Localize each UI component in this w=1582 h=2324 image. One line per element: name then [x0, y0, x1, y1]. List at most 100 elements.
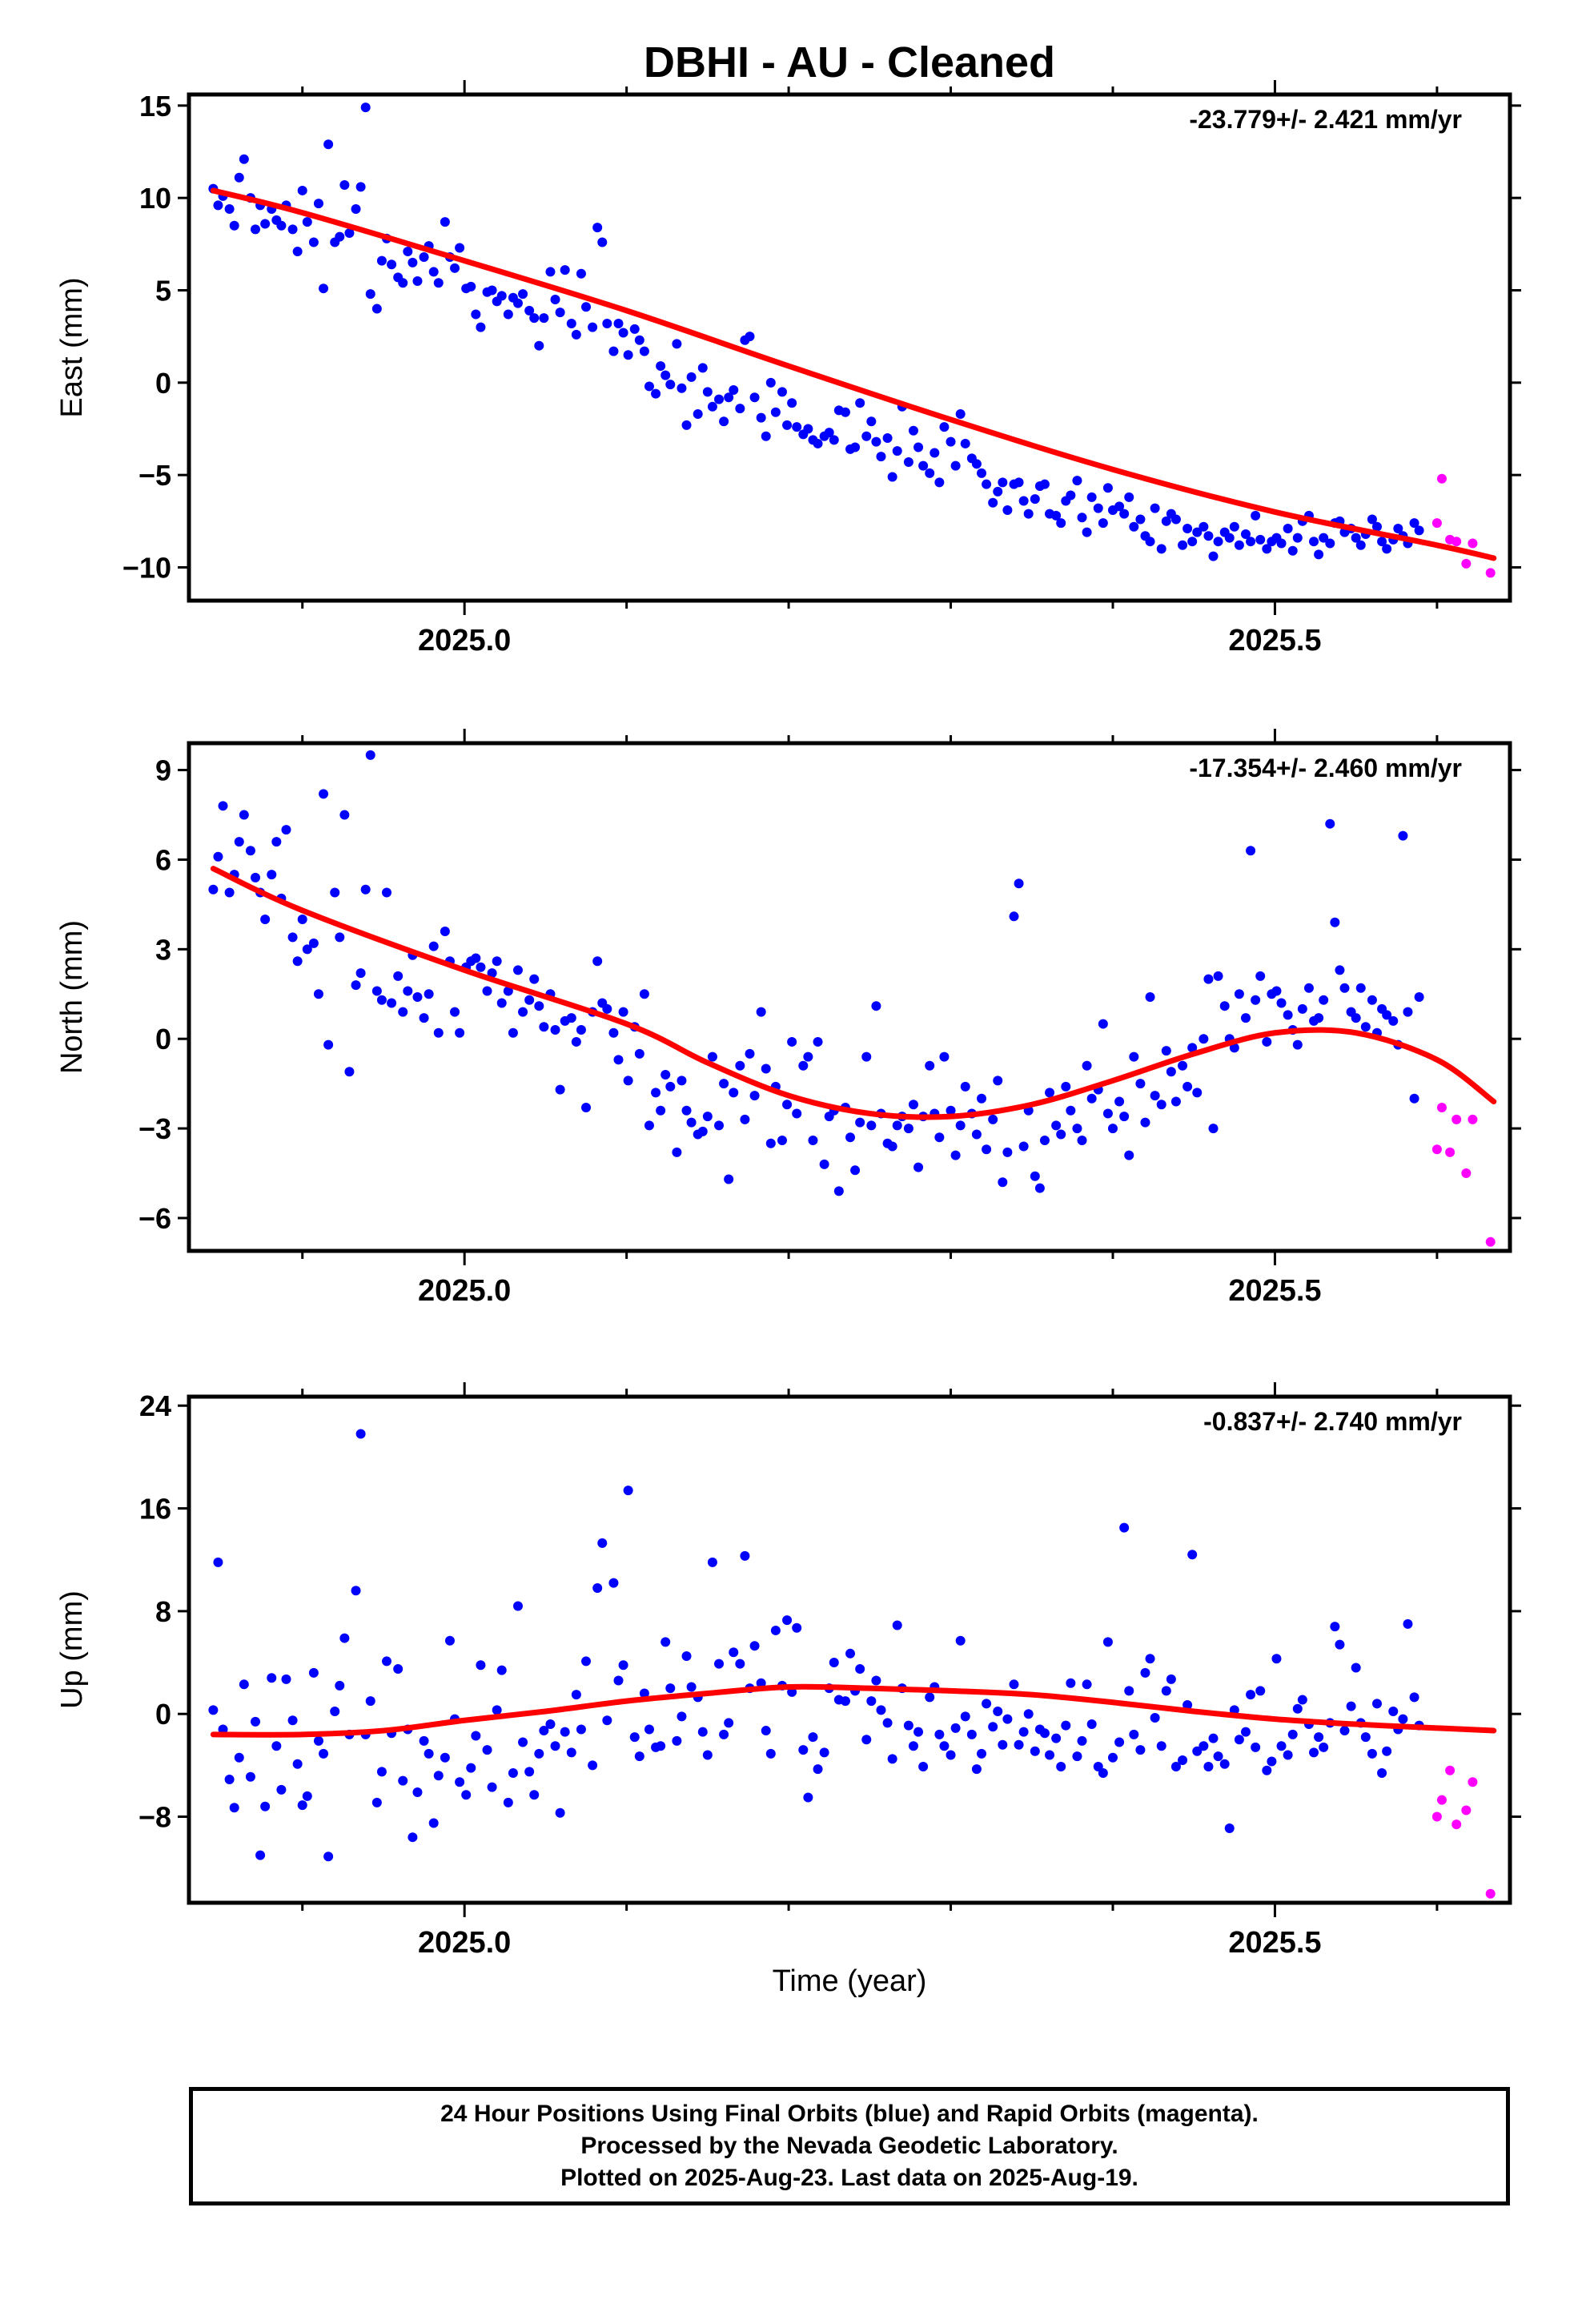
up-final-point — [365, 1696, 375, 1707]
up-final-point — [1077, 1735, 1087, 1746]
chart-title: DBHI - AU - Cleaned — [644, 38, 1055, 86]
north-y-axis-label: North (mm) — [55, 920, 89, 1074]
up-final-point — [1086, 1719, 1097, 1730]
up-final-point — [1009, 1679, 1019, 1690]
up-final-point — [1367, 1748, 1377, 1759]
north-final-point — [1388, 1015, 1399, 1026]
east-final-point — [661, 370, 671, 380]
up-final-point — [424, 1748, 434, 1759]
north-final-point — [335, 932, 345, 943]
up-final-point — [798, 1745, 809, 1755]
up-rapid-point — [1445, 1765, 1456, 1775]
east-final-point — [376, 255, 387, 266]
north-rapid-point — [1485, 1236, 1496, 1247]
up-final-point — [1251, 1742, 1261, 1752]
north-y-tick-label: 3 — [155, 933, 171, 966]
north-final-point — [571, 1036, 581, 1047]
east-final-point — [882, 433, 893, 444]
up-final-point — [566, 1747, 576, 1758]
east-final-point — [792, 422, 802, 432]
east-final-point — [355, 182, 366, 192]
up-final-point — [1192, 1746, 1203, 1756]
up-final-point — [487, 1782, 497, 1792]
north-final-point — [1276, 998, 1287, 1008]
north-final-point — [724, 1174, 734, 1184]
north-x-tick-label: 2025.0 — [418, 1274, 511, 1308]
up-final-point — [1161, 1686, 1171, 1696]
up-final-point — [1187, 1550, 1198, 1560]
north-final-point — [251, 872, 261, 883]
north-final-point — [1234, 989, 1244, 999]
east-final-point — [1051, 510, 1062, 521]
up-final-point — [1203, 1761, 1214, 1771]
north-final-point — [608, 1027, 619, 1038]
north-final-point — [403, 986, 413, 996]
north-final-point — [787, 1036, 797, 1047]
east-final-point — [1077, 513, 1087, 523]
north-final-point — [971, 1129, 982, 1140]
up-rapid-point — [1431, 1811, 1442, 1822]
up-final-point — [686, 1682, 697, 1692]
east-final-point — [988, 497, 998, 508]
east-final-point — [840, 407, 850, 417]
up-final-point — [229, 1803, 239, 1813]
north-final-point — [765, 1138, 776, 1148]
east-final-point — [302, 217, 312, 227]
up-final-point — [1002, 1714, 1013, 1724]
up-final-point — [623, 1486, 633, 1496]
up-final-point — [765, 1748, 776, 1759]
north-final-point — [224, 887, 235, 898]
north-final-point — [1182, 1081, 1193, 1092]
north-final-point — [1382, 1010, 1392, 1020]
east-final-point — [998, 477, 1008, 488]
north-final-point — [1102, 1108, 1113, 1119]
up-rapid-point — [1452, 1819, 1462, 1830]
east-final-point — [1276, 538, 1287, 549]
north-final-point — [1355, 983, 1366, 993]
north-final-point — [492, 956, 502, 967]
north-final-point — [1319, 995, 1329, 1005]
up-final-point — [1023, 1709, 1034, 1719]
east-final-point — [623, 350, 633, 360]
north-final-point — [855, 1117, 865, 1128]
up-final-point — [714, 1659, 725, 1669]
north-final-point — [524, 995, 535, 1005]
east-final-point — [871, 436, 881, 447]
east-final-point — [524, 305, 535, 316]
east-final-point — [571, 329, 581, 340]
north-final-point — [939, 1051, 950, 1062]
up-rapid-point — [1468, 1777, 1478, 1787]
north-final-point — [419, 1013, 429, 1023]
up-final-point — [1114, 1737, 1125, 1747]
east-final-point — [770, 407, 781, 417]
east-final-point — [1066, 490, 1076, 501]
up-final-point — [560, 1727, 570, 1737]
east-final-point — [993, 486, 1003, 497]
north-final-point — [908, 1100, 918, 1110]
east-final-point — [339, 180, 350, 191]
north-final-point — [433, 1027, 444, 1038]
east-final-point — [1224, 533, 1235, 543]
east-final-point — [1234, 540, 1244, 550]
north-final-point — [798, 1060, 809, 1071]
east-final-point — [1014, 477, 1024, 488]
up-final-point — [408, 1832, 418, 1843]
east-final-point — [1241, 529, 1251, 539]
up-final-point — [550, 1741, 560, 1751]
north-rapid-point — [1452, 1114, 1462, 1124]
north-final-point — [808, 1136, 818, 1146]
east-final-point — [613, 319, 624, 329]
east-final-point — [403, 247, 413, 257]
up-final-point — [239, 1679, 249, 1690]
up-final-point — [871, 1675, 881, 1686]
east-x-tick-label: 2025.0 — [418, 624, 511, 657]
up-final-point — [756, 1678, 766, 1688]
east-final-point — [471, 309, 481, 320]
east-final-point — [714, 394, 725, 404]
north-final-point — [1072, 1124, 1082, 1134]
north-final-point — [1156, 1100, 1166, 1110]
east-final-point — [651, 388, 661, 399]
east-final-point — [1170, 514, 1181, 525]
up-fit-curve — [210, 1683, 1497, 1738]
north-final-point — [1208, 1124, 1219, 1134]
